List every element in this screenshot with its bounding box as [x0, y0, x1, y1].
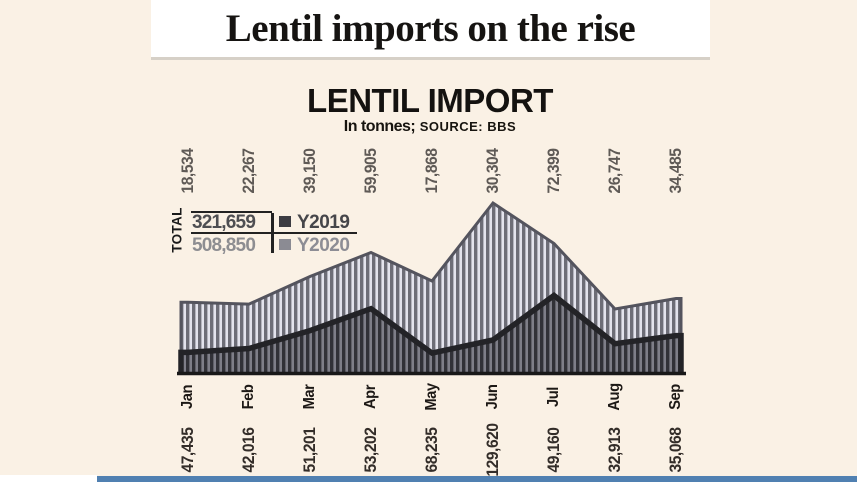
- y2019-value-label: 34,485: [666, 148, 685, 194]
- y2019-value-label: 72,399: [544, 148, 563, 194]
- month-label: Aug: [606, 383, 623, 411]
- y2019-value-label: 22,267: [239, 148, 258, 194]
- legend-total-y2020: 508,850: [192, 235, 256, 256]
- legend-total-label: TOTAL: [169, 207, 185, 253]
- chart-unit-label: In tonnes;: [343, 118, 416, 135]
- bottom-accent-bar: [97, 476, 857, 482]
- month-label: Feb: [240, 384, 257, 410]
- y2020-value-label: 47,435: [178, 427, 197, 473]
- y2020-value-label: 51,201: [300, 427, 319, 473]
- y2020-value-label: 53,202: [361, 427, 380, 473]
- y2020-value-label: 49,160: [544, 427, 563, 473]
- month-label: Jun: [484, 384, 501, 410]
- y2019-edge-line: [178, 292, 684, 372]
- month-label: Mar: [301, 384, 318, 410]
- headline-band: Lentil imports on the rise: [151, 0, 710, 60]
- legend-series-y2020: Y2020: [297, 235, 350, 256]
- month-label: Sep: [667, 384, 684, 410]
- bottom-white-strip: [0, 475, 97, 482]
- legend: TOTAL 321,659 508,850 Y2019 Y2020: [168, 204, 368, 260]
- legend-swatch-y2019: [279, 216, 291, 227]
- month-label: Jul: [545, 387, 562, 407]
- y2019-value-label: 17,868: [422, 148, 441, 194]
- month-label: Jan: [179, 385, 196, 409]
- y2019-value-label: 26,747: [605, 148, 624, 194]
- y2019-value-label: 59,905: [361, 148, 380, 194]
- legend-divider: [271, 213, 274, 253]
- y2019-value-label: 30,304: [483, 148, 502, 194]
- legend-swatch-y2020: [279, 238, 291, 250]
- y2019-value-label: 39,150: [300, 148, 319, 194]
- month-label: May: [423, 383, 440, 411]
- y2019-area: [181, 295, 681, 372]
- chart-subtitle: In tonnes; SOURCE: BBS: [344, 118, 516, 136]
- y2020-value-label: 32,913: [605, 427, 624, 473]
- month-label: Apr: [362, 385, 379, 409]
- y2020-value-label: 35,068: [666, 427, 685, 473]
- y2020-value-label: 68,235: [422, 427, 441, 473]
- legend-total-y2019: 321,659: [192, 212, 256, 233]
- legend-mid-rule: [191, 231, 357, 234]
- legend-series-y2019: Y2019: [297, 212, 350, 233]
- legend-top-rule: [191, 210, 272, 213]
- y2020-value-label: 129,620: [483, 423, 502, 477]
- y2020-edge-line: [179, 200, 683, 372]
- y2020-value-label: 42,016: [239, 427, 258, 473]
- plot-area: [177, 200, 686, 376]
- headline: Lentil imports on the rise: [225, 7, 636, 50]
- chart-source-label: SOURCE: BBS: [419, 119, 517, 134]
- chart-title: LENTIL IMPORT: [307, 82, 553, 119]
- y2019-value-label: 18,534: [178, 148, 197, 194]
